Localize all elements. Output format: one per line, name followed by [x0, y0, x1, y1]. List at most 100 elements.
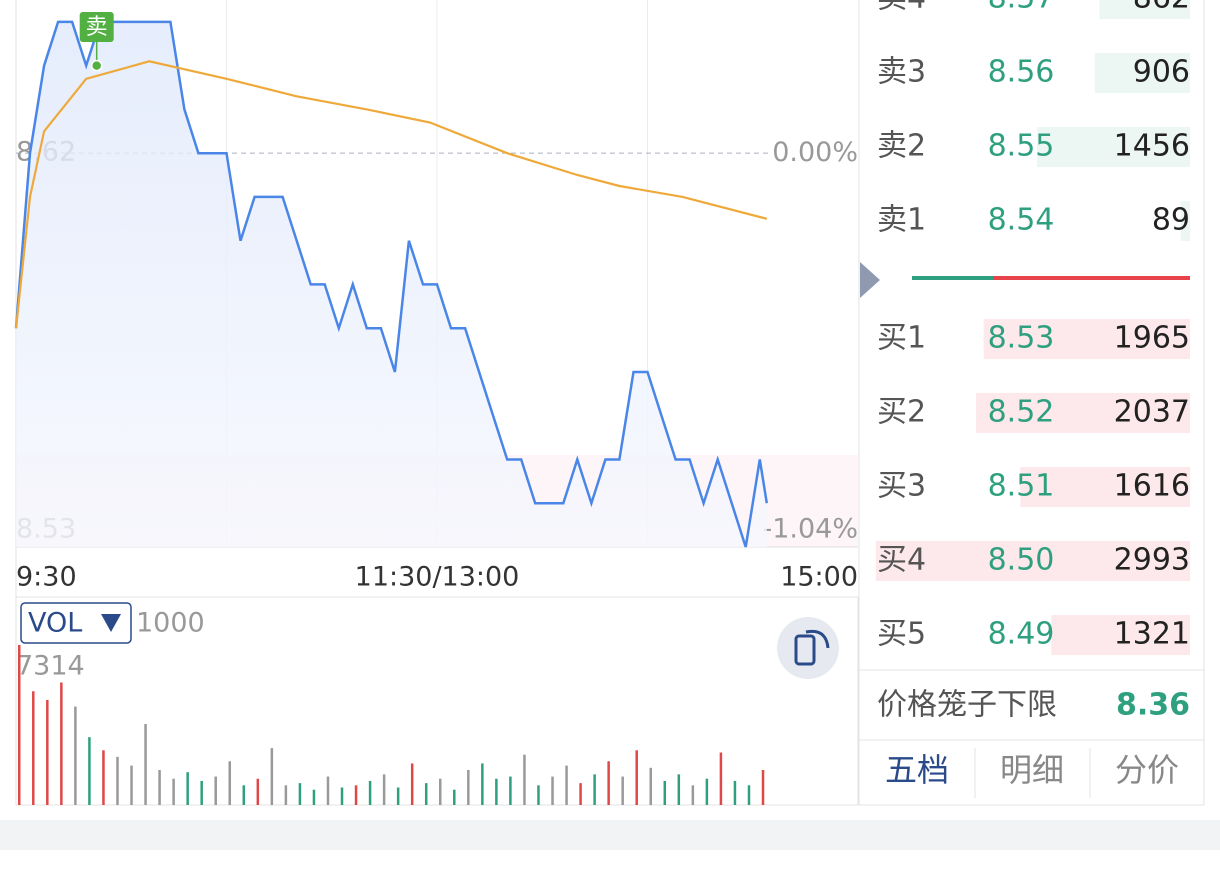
price-line [14, 20, 769, 548]
trade-marker-label: 卖 [86, 15, 108, 40]
level-volume: 862 [1133, 0, 1190, 16]
level-label: 买2 [877, 395, 926, 430]
level-price: 8.53 [988, 321, 1055, 356]
vol-scale-label: 1000 [136, 608, 205, 639]
tab[interactable]: 分价 [1115, 751, 1179, 789]
volume-bar [424, 783, 428, 805]
level-label: 卖2 [877, 129, 926, 164]
volume-bar [382, 774, 386, 805]
volume-bar [284, 785, 288, 805]
volume-bar [635, 750, 638, 805]
volume-bar [186, 772, 189, 805]
volume-bar [270, 748, 274, 805]
tab[interactable]: 明细 [1000, 751, 1064, 789]
volume-bar [579, 783, 582, 805]
level-price: 8.50 [988, 543, 1055, 578]
x-tick-label: 15:00 [780, 562, 858, 593]
level-volume: 1616 [1114, 469, 1190, 504]
order-book: 价格笼子下限 8.36 卖4 8.57 862 卖3 8.56 906 卖2 8.55 1456… [858, 0, 1205, 806]
volume-bar [649, 767, 652, 805]
bid-volume-bar [983, 319, 1190, 359]
level-volume: 89 [1152, 203, 1190, 238]
volume-bar [453, 789, 456, 805]
volume-bar [74, 706, 77, 805]
volume-bar [312, 789, 316, 805]
volume-bar [130, 765, 133, 805]
volume-bar [677, 774, 681, 805]
ask-volume-bar [1094, 53, 1190, 93]
volume-bar [32, 691, 35, 805]
trade-marker [79, 12, 114, 42]
price-floor-label: 价格笼子下限 [877, 688, 1057, 723]
level-volume: 1321 [1114, 617, 1190, 652]
x-tick-label: 11:30/13:00 [355, 562, 520, 593]
rotate-icon [794, 634, 816, 666]
volume-bar [340, 787, 344, 805]
volume-bar [565, 765, 568, 805]
trade-marker-dot [90, 59, 103, 72]
volume-bar [467, 769, 470, 805]
vol-button-label: VOL [28, 608, 82, 639]
volume-bar [607, 761, 610, 805]
volume-chart: VOL 1000 7314 [15, 596, 859, 806]
volume-bar [228, 761, 231, 805]
volume-bar [298, 783, 302, 805]
volume-bar [18, 645, 21, 805]
volume-bar [144, 724, 147, 805]
volume-bar [495, 778, 498, 805]
rotate-button[interactable] [777, 617, 839, 679]
level-price: 8.55 [988, 129, 1055, 164]
average-line [14, 60, 768, 329]
collapse-arrow[interactable] [860, 262, 880, 298]
level-label: 买4 [877, 543, 926, 578]
bid-volume-bar [1020, 467, 1190, 507]
volume-bar [663, 780, 667, 805]
volume-bar [158, 769, 161, 805]
level-label: 卖3 [877, 55, 926, 90]
bottom-band [0, 820, 1220, 850]
ask-volume-bar [1037, 127, 1190, 167]
level-price: 8.54 [988, 203, 1055, 238]
level-price: 8.52 [988, 395, 1055, 430]
y2-tick-label: 0.00% [772, 137, 858, 168]
level-price: 8.51 [988, 469, 1055, 504]
ask-volume-bar [1099, 0, 1190, 19]
level-volume: 1965 [1114, 321, 1190, 356]
volume-frame [15, 596, 859, 806]
volume-bar [256, 778, 260, 805]
vol-dropdown-icon [101, 614, 121, 632]
bid-volume-bar [1051, 615, 1190, 655]
rotate-icon-arrow [805, 629, 830, 649]
bid-volume-bar [976, 393, 1190, 433]
volume-bar [354, 785, 358, 805]
level-volume: 2993 [1114, 543, 1190, 578]
y2-tick-label: -1.04% [762, 514, 858, 545]
level-price: 8.57 [988, 0, 1055, 16]
volume-bar [60, 682, 63, 805]
price-floor-value: 8.36 [1116, 688, 1190, 723]
level-label: 买1 [877, 321, 926, 356]
volume-bar [214, 776, 217, 805]
volume-bar [396, 787, 400, 805]
volume-bar [116, 756, 119, 805]
volume-bar [102, 750, 105, 805]
volume-bar [509, 776, 512, 805]
level-label: 买3 [877, 469, 926, 504]
volume-bar [326, 776, 330, 805]
level-price: 8.49 [988, 617, 1055, 652]
tab[interactable]: 五档 [885, 751, 949, 789]
volume-bar [761, 769, 765, 805]
volume-bar [551, 776, 554, 805]
volume-bar [46, 699, 49, 805]
x-tick-label: 9:30 [16, 562, 77, 593]
bid-volume-bar [875, 541, 1190, 581]
vol-button[interactable] [20, 602, 132, 644]
level-price: 8.56 [988, 55, 1055, 90]
volume-bar [621, 776, 624, 805]
volume-tick-label: 7314 [16, 651, 85, 682]
volume-bar [537, 785, 540, 805]
level-volume: 2037 [1114, 395, 1190, 430]
level-volume: 906 [1133, 55, 1190, 90]
volume-bar [88, 737, 91, 805]
